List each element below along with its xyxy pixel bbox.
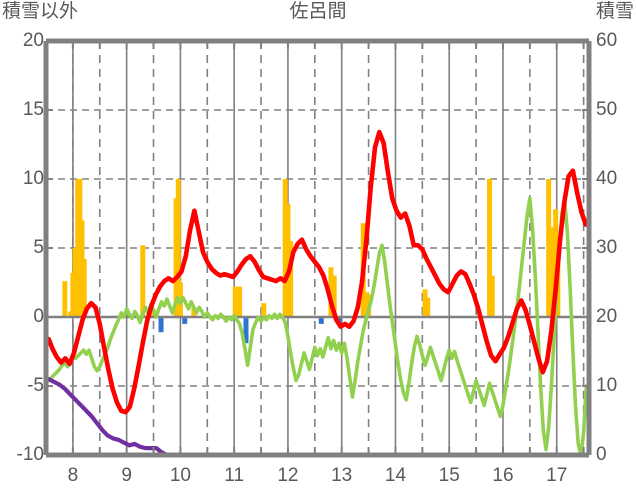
x-axis-tick: 15 — [438, 465, 460, 486]
y-axis-tick-left: 20 — [22, 30, 44, 51]
gridlines — [46, 41, 589, 455]
y-axis-tick-left: 10 — [22, 168, 44, 189]
rain-bars — [62, 179, 561, 317]
chart-title: 佐呂間 — [289, 1, 347, 22]
y-axis-tick-left: 0 — [33, 306, 44, 327]
right-axis-title: 積雪 — [595, 1, 634, 22]
y-axis-tick-left: -5 — [27, 375, 44, 396]
x-axis-tick: 10 — [169, 465, 191, 486]
y-axis-tick-right: 60 — [596, 30, 618, 51]
y-axis-tick-left: 5 — [33, 237, 44, 258]
y-axis-tick-left: -10 — [16, 444, 44, 465]
x-axis-tick: 12 — [277, 465, 299, 486]
x-axis-tick: 16 — [492, 465, 514, 486]
x-axis-tick: 13 — [331, 465, 353, 486]
x-axis-tick: 9 — [121, 465, 132, 486]
axis-ticks — [46, 40, 589, 456]
y-axis-tick-right: 0 — [596, 444, 607, 465]
y-axis-tick-right: 40 — [596, 168, 618, 189]
data-series — [46, 129, 589, 458]
y-axis-tick-right: 20 — [596, 306, 618, 327]
left-axis-title: 積雪以外 — [2, 1, 79, 22]
y-axis-tick-left: 15 — [22, 99, 44, 120]
x-axis-tick: 14 — [384, 465, 407, 486]
y-axis-tick-right: 30 — [596, 237, 618, 258]
y-axis-tick-right: 50 — [596, 99, 618, 120]
y-axis-tick-right: 10 — [596, 375, 618, 396]
x-axis-tick: 17 — [546, 465, 568, 486]
x-axis-tick: 8 — [67, 465, 79, 486]
x-axis-tick: 11 — [224, 465, 245, 486]
